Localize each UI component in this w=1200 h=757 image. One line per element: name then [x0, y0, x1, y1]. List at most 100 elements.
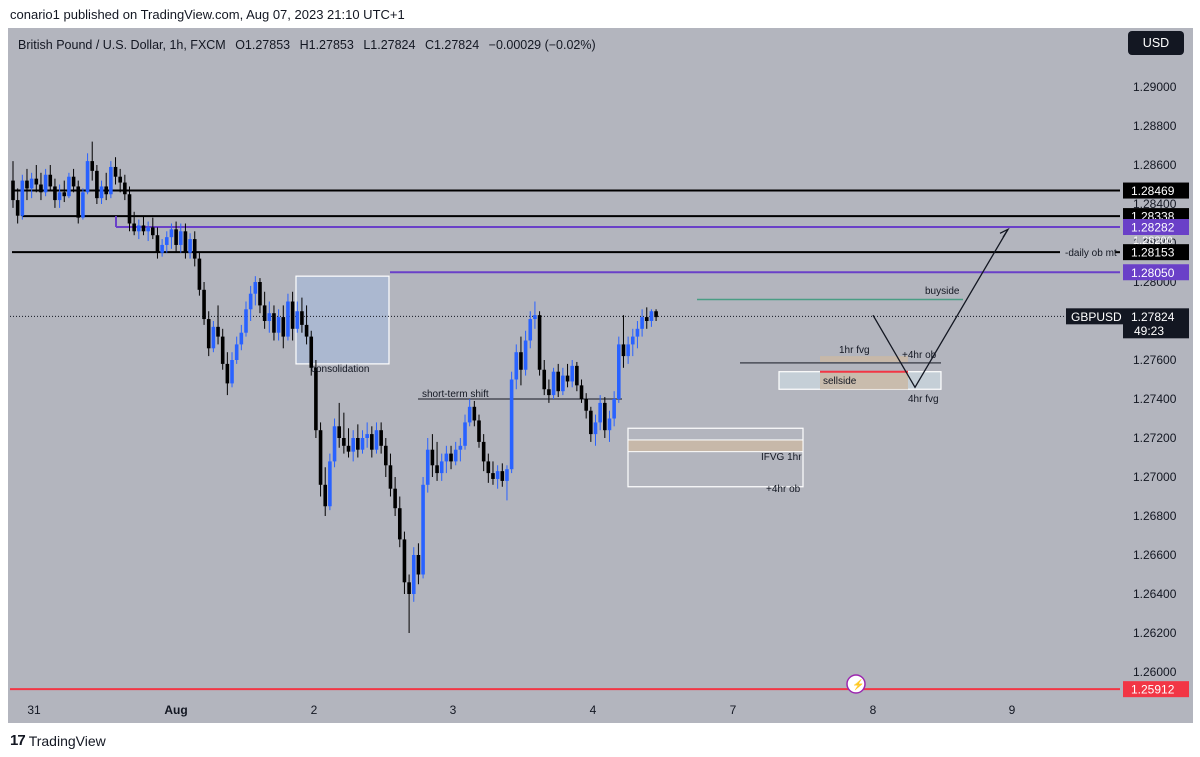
- chart-frame[interactable]: [8, 28, 1193, 723]
- candle-body: [486, 461, 491, 474]
- candle-body: [230, 360, 234, 384]
- candle-body: [342, 438, 346, 446]
- symbol-legend: British Pound / U.S. Dollar, 1h, FXCM O1…: [18, 38, 602, 52]
- symbol-tag: GBPUSD: [1071, 310, 1122, 324]
- candle-body: [25, 180, 29, 189]
- candle-body: [81, 192, 85, 218]
- candle-body: [155, 235, 160, 253]
- lightning-icon[interactable]: [846, 674, 866, 694]
- candle-body: [164, 237, 169, 245]
- candle-body: [281, 317, 286, 337]
- x-tick-label: 4: [590, 703, 597, 717]
- candle-body: [76, 186, 81, 218]
- candle-body: [467, 406, 472, 423]
- candle-body: [397, 508, 402, 540]
- candle-body: [393, 488, 397, 509]
- candle-body: [244, 309, 248, 333]
- candle-body: [472, 406, 477, 421]
- candle-body: [370, 434, 374, 450]
- candle-body: [612, 399, 616, 419]
- price-label: 1.28153: [1131, 246, 1175, 260]
- candle-body: [141, 225, 146, 232]
- price-label: 1.28282: [1131, 221, 1175, 235]
- tradingview-logo[interactable]: 17 TradingView: [10, 732, 106, 749]
- candle-body: [430, 449, 435, 466]
- candle-body: [505, 469, 509, 481]
- candle-body: [407, 582, 411, 594]
- candle-body: [519, 352, 523, 370]
- candle-body: [20, 180, 25, 216]
- candle-body: [379, 430, 383, 446]
- ob-4hr-label: +4hr ob: [902, 350, 937, 361]
- y-tick-label: 1.26400: [1133, 587, 1177, 601]
- candle-body: [267, 313, 272, 321]
- symbol-tag-bg: [1066, 308, 1123, 325]
- candle-body: [53, 186, 57, 201]
- candle-body: [276, 317, 281, 333]
- candle-body: [547, 389, 551, 396]
- y-tick-label: 1.27600: [1133, 353, 1177, 367]
- ohlc-low: L1.27824: [363, 38, 416, 52]
- candle-body: [337, 426, 341, 438]
- projection-path[interactable]: [872, 229, 1009, 389]
- ob-4hr-box[interactable]: [627, 427, 804, 488]
- y-tick-label: 1.28200: [1133, 235, 1173, 247]
- candle-body: [328, 461, 332, 507]
- candle-body: [29, 178, 34, 189]
- candle-body: [290, 301, 295, 329]
- candle-body: [617, 344, 621, 399]
- buyside-label: buyside: [925, 286, 960, 297]
- candle-body: [593, 422, 598, 435]
- candle-body: [621, 344, 626, 357]
- candle-body: [248, 293, 253, 310]
- lightning-icon-glyph: ⚡: [852, 678, 864, 691]
- y-tick-label: 1.27400: [1133, 392, 1177, 406]
- candle-body: [635, 328, 640, 337]
- candle-body: [239, 332, 244, 345]
- candle-body: [607, 418, 612, 431]
- candle-body: [15, 200, 20, 216]
- ob-4hr-bottom-label: +4hr ob: [766, 484, 801, 495]
- level-note: -daily ob mt: [1065, 248, 1117, 259]
- candle-body: [542, 369, 547, 390]
- ohlc-high: H1.27853: [299, 38, 354, 52]
- candle-body: [286, 301, 290, 337]
- bar-countdown: 49:23: [1134, 324, 1164, 338]
- candle-body: [151, 227, 155, 236]
- x-tick-label: 7: [730, 703, 737, 717]
- y-tick-label: 1.28800: [1133, 119, 1177, 133]
- candle-body: [304, 324, 309, 337]
- brand-name: TradingView: [28, 732, 106, 749]
- x-tick-label: 3: [450, 703, 457, 717]
- ohlc-close: C1.27824: [424, 38, 480, 52]
- candle-body: [537, 315, 542, 370]
- y-tick-label: 1.27200: [1133, 431, 1177, 445]
- candle-body: [57, 192, 62, 201]
- current-price-label: 1.27824: [1131, 310, 1175, 324]
- candle-body: [514, 352, 519, 380]
- candle-body: [174, 229, 178, 245]
- fvg-1hr-zone: [820, 356, 908, 362]
- candle-body: [192, 239, 197, 259]
- candle-body: [365, 434, 369, 438]
- y-tick-label: 1.26600: [1133, 548, 1177, 562]
- price-label: 1.25912: [1131, 683, 1175, 697]
- candle-body: [630, 336, 635, 345]
- y-tick-label: 1.26800: [1133, 509, 1177, 523]
- symbol-name[interactable]: British Pound / U.S. Dollar, 1h, FXCM: [18, 38, 226, 52]
- ifvg-1hr-zone[interactable]: [627, 439, 804, 453]
- currency-button[interactable]: USD: [1128, 31, 1184, 55]
- x-tick-label: 31: [27, 703, 41, 717]
- candle-body: [99, 186, 104, 199]
- price-label: 1.28050: [1131, 266, 1175, 280]
- candle-body: [160, 244, 164, 253]
- candle-body: [85, 161, 90, 193]
- candle-body: [332, 426, 337, 462]
- candle-body: [146, 227, 150, 232]
- candle-body: [253, 282, 258, 294]
- candle-body: [644, 317, 649, 321]
- candle-body: [90, 161, 95, 171]
- candle-body: [500, 471, 505, 481]
- candle-body: [178, 231, 183, 245]
